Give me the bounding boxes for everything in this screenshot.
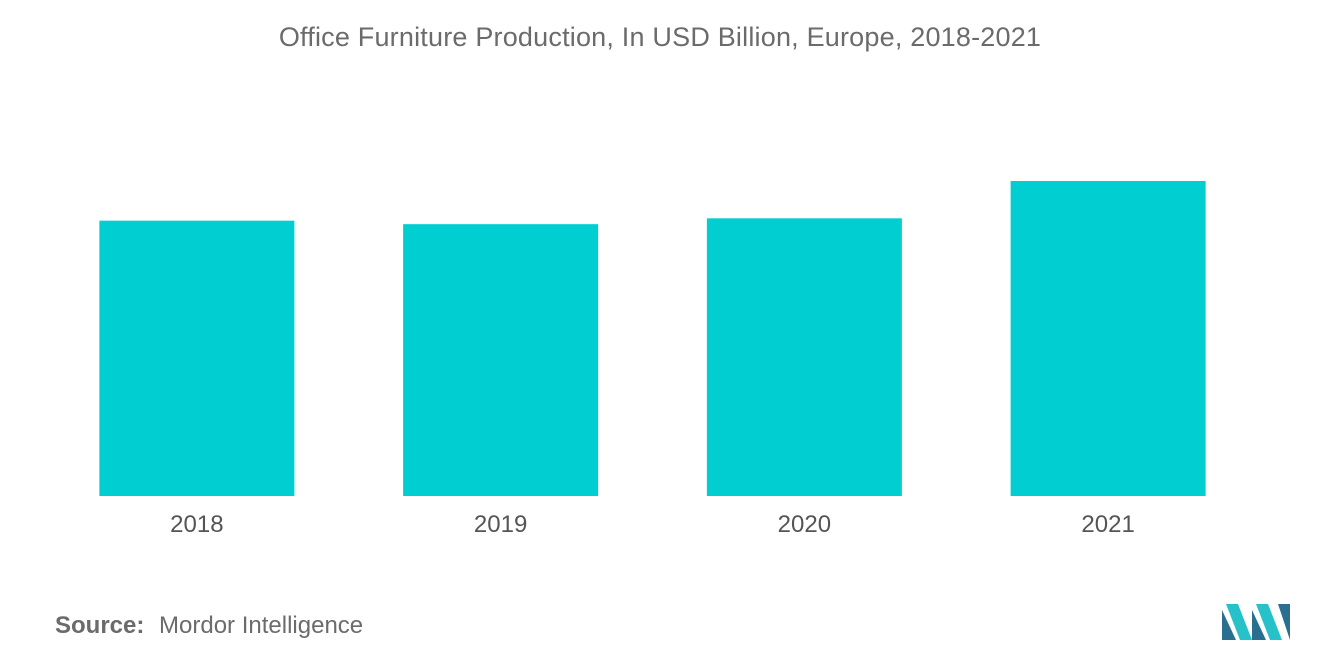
bar-2020 bbox=[706, 218, 902, 497]
bar-2021 bbox=[1010, 181, 1206, 496]
x-axis-tick-labels: 2018 2019 2020 2021 bbox=[170, 511, 1135, 538]
source-value: Mordor Intelligence bbox=[159, 612, 364, 639]
x-tick-label-2019: 2019 bbox=[474, 511, 527, 538]
bar-2019 bbox=[403, 224, 599, 496]
x-tick-label-2021: 2021 bbox=[1081, 511, 1134, 538]
source-note: Source: Mordor Intelligence bbox=[55, 612, 363, 640]
x-tick-label-2020: 2020 bbox=[778, 511, 831, 538]
source-label: Source: bbox=[55, 612, 145, 639]
chart-title: Office Furniture Production, In USD Bill… bbox=[278, 22, 1042, 52]
mordor-intelligence-logo-icon bbox=[1222, 604, 1290, 640]
bars-group bbox=[99, 181, 1206, 497]
x-tick-label-2018: 2018 bbox=[170, 511, 223, 538]
bar-2018 bbox=[99, 220, 295, 496]
